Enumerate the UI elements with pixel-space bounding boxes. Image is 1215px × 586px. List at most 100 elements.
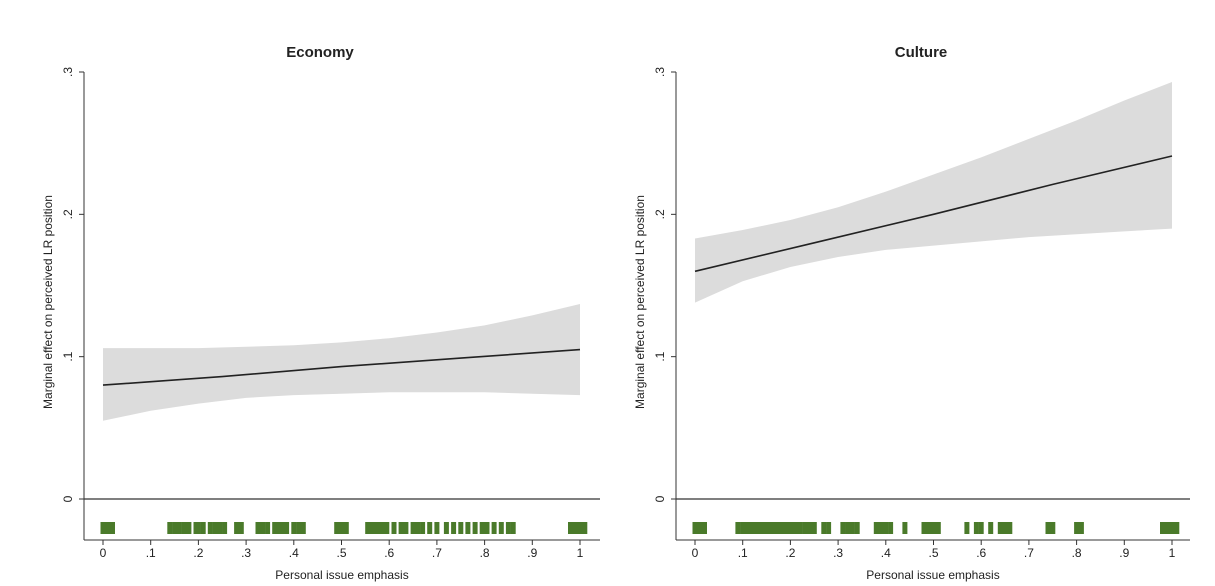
y-tick-label: 0	[61, 495, 75, 502]
rug-mark	[403, 522, 409, 534]
rug-mark	[284, 522, 290, 534]
y-tick-label: .3	[61, 67, 75, 77]
rug-mark	[186, 522, 192, 534]
rug-mark	[391, 522, 397, 534]
rug-mark	[110, 522, 115, 534]
rug-mark	[451, 522, 457, 534]
rug-mark	[802, 522, 808, 534]
rug-mark	[234, 522, 240, 534]
x-tick-label: .1	[146, 546, 156, 560]
rug-mark	[176, 522, 182, 534]
rug-mark	[582, 522, 588, 534]
rug-mark	[1160, 522, 1165, 534]
rug-mark	[845, 522, 851, 534]
x-tick-label: .6	[976, 546, 986, 560]
rug-mark	[821, 522, 827, 534]
x-tick-label: .5	[336, 546, 346, 560]
rug-mark	[491, 522, 497, 534]
rug-plot	[692, 522, 1180, 534]
rug-mark	[826, 522, 832, 534]
rug-mark	[1174, 522, 1180, 534]
rug-mark	[238, 522, 244, 534]
x-tick-label: .4	[881, 546, 891, 560]
rug-mark	[510, 522, 516, 534]
rug-mark	[212, 522, 218, 534]
rug-mark	[902, 522, 908, 534]
rug-mark	[255, 522, 261, 534]
rug-mark	[577, 522, 583, 534]
rug-mark	[334, 522, 340, 534]
rug-mark	[207, 522, 213, 534]
rug-mark	[935, 522, 941, 534]
x-axis-label: Personal issue emphasis	[866, 568, 999, 582]
rug-mark	[854, 522, 860, 534]
rug-mark	[296, 522, 302, 534]
x-axis-label: Personal issue emphasis	[275, 568, 408, 582]
rug-mark	[384, 522, 390, 534]
rug-mark	[735, 522, 741, 534]
rug-mark	[370, 522, 375, 534]
x-tick-label: .8	[480, 546, 490, 560]
x-tick-label: .3	[833, 546, 843, 560]
rug-mark	[811, 522, 817, 534]
rug-mark	[443, 522, 449, 534]
rug-mark	[415, 522, 421, 534]
rug-mark	[195, 522, 201, 534]
x-tick-label: .5	[928, 546, 938, 560]
x-tick-label: .9	[1119, 546, 1129, 560]
rug-mark	[343, 522, 349, 534]
rug-mark	[883, 522, 889, 534]
rug-mark	[222, 522, 228, 534]
rug-plot	[100, 522, 588, 534]
chart-title: Culture	[895, 44, 948, 61]
y-tick-label: .2	[61, 209, 75, 219]
rug-mark	[921, 522, 927, 534]
y-tick-label: .3	[653, 67, 667, 77]
rug-mark	[1164, 522, 1170, 534]
confidence-band	[695, 82, 1172, 303]
x-tick-label: 1	[1169, 546, 1176, 560]
rug-mark	[978, 522, 984, 534]
marginal-effect-line	[102, 348, 581, 386]
x-tick-label: .9	[527, 546, 537, 560]
rug-mark	[1050, 522, 1056, 534]
rug-mark	[427, 522, 433, 534]
rug-mark	[300, 522, 306, 534]
x-tick-label: .3	[241, 546, 251, 560]
confidence-band	[103, 304, 580, 421]
rug-mark	[792, 522, 798, 534]
chart-title: Economy	[286, 44, 354, 61]
rug-mark	[260, 522, 266, 534]
rug-mark	[1045, 522, 1051, 534]
rug-mark	[1074, 522, 1080, 534]
y-tick-label: .1	[61, 351, 75, 361]
x-tick-label: .6	[384, 546, 394, 560]
rug-mark	[505, 522, 511, 534]
rug-mark	[926, 522, 932, 534]
x-tick-label: .7	[432, 546, 442, 560]
rug-mark	[888, 522, 894, 534]
x-tick-label: 0	[100, 546, 107, 560]
x-tick-label: .7	[1024, 546, 1034, 560]
panel-culture: 0 .1 .2 .3 .4 .5 .6 .7 .8 .9 1 0 .1 .2 .3 Culture Person…	[633, 44, 1190, 582]
rug-mark	[873, 522, 879, 534]
rug-mark	[420, 522, 426, 534]
x-tick-label: .1	[738, 546, 748, 560]
x-tick-label: .2	[785, 546, 795, 560]
rug-mark	[498, 522, 504, 534]
rug-mark	[365, 522, 371, 534]
rug-mark	[181, 522, 187, 534]
rug-mark	[272, 522, 278, 534]
rug-mark	[265, 522, 271, 534]
rug-mark	[167, 522, 173, 534]
rug-mark	[797, 522, 803, 534]
y-axis-label: Marginal effect on perceived LR position	[633, 195, 647, 409]
rug-mark	[277, 522, 282, 534]
rug-mark	[1007, 522, 1013, 534]
rug-mark	[973, 522, 979, 534]
rug-mark	[702, 522, 707, 534]
rug-mark	[1078, 522, 1084, 534]
rug-mark	[1002, 522, 1008, 534]
rug-mark	[374, 522, 380, 534]
y-axis-label: Marginal effect on perceived LR position	[41, 195, 55, 409]
